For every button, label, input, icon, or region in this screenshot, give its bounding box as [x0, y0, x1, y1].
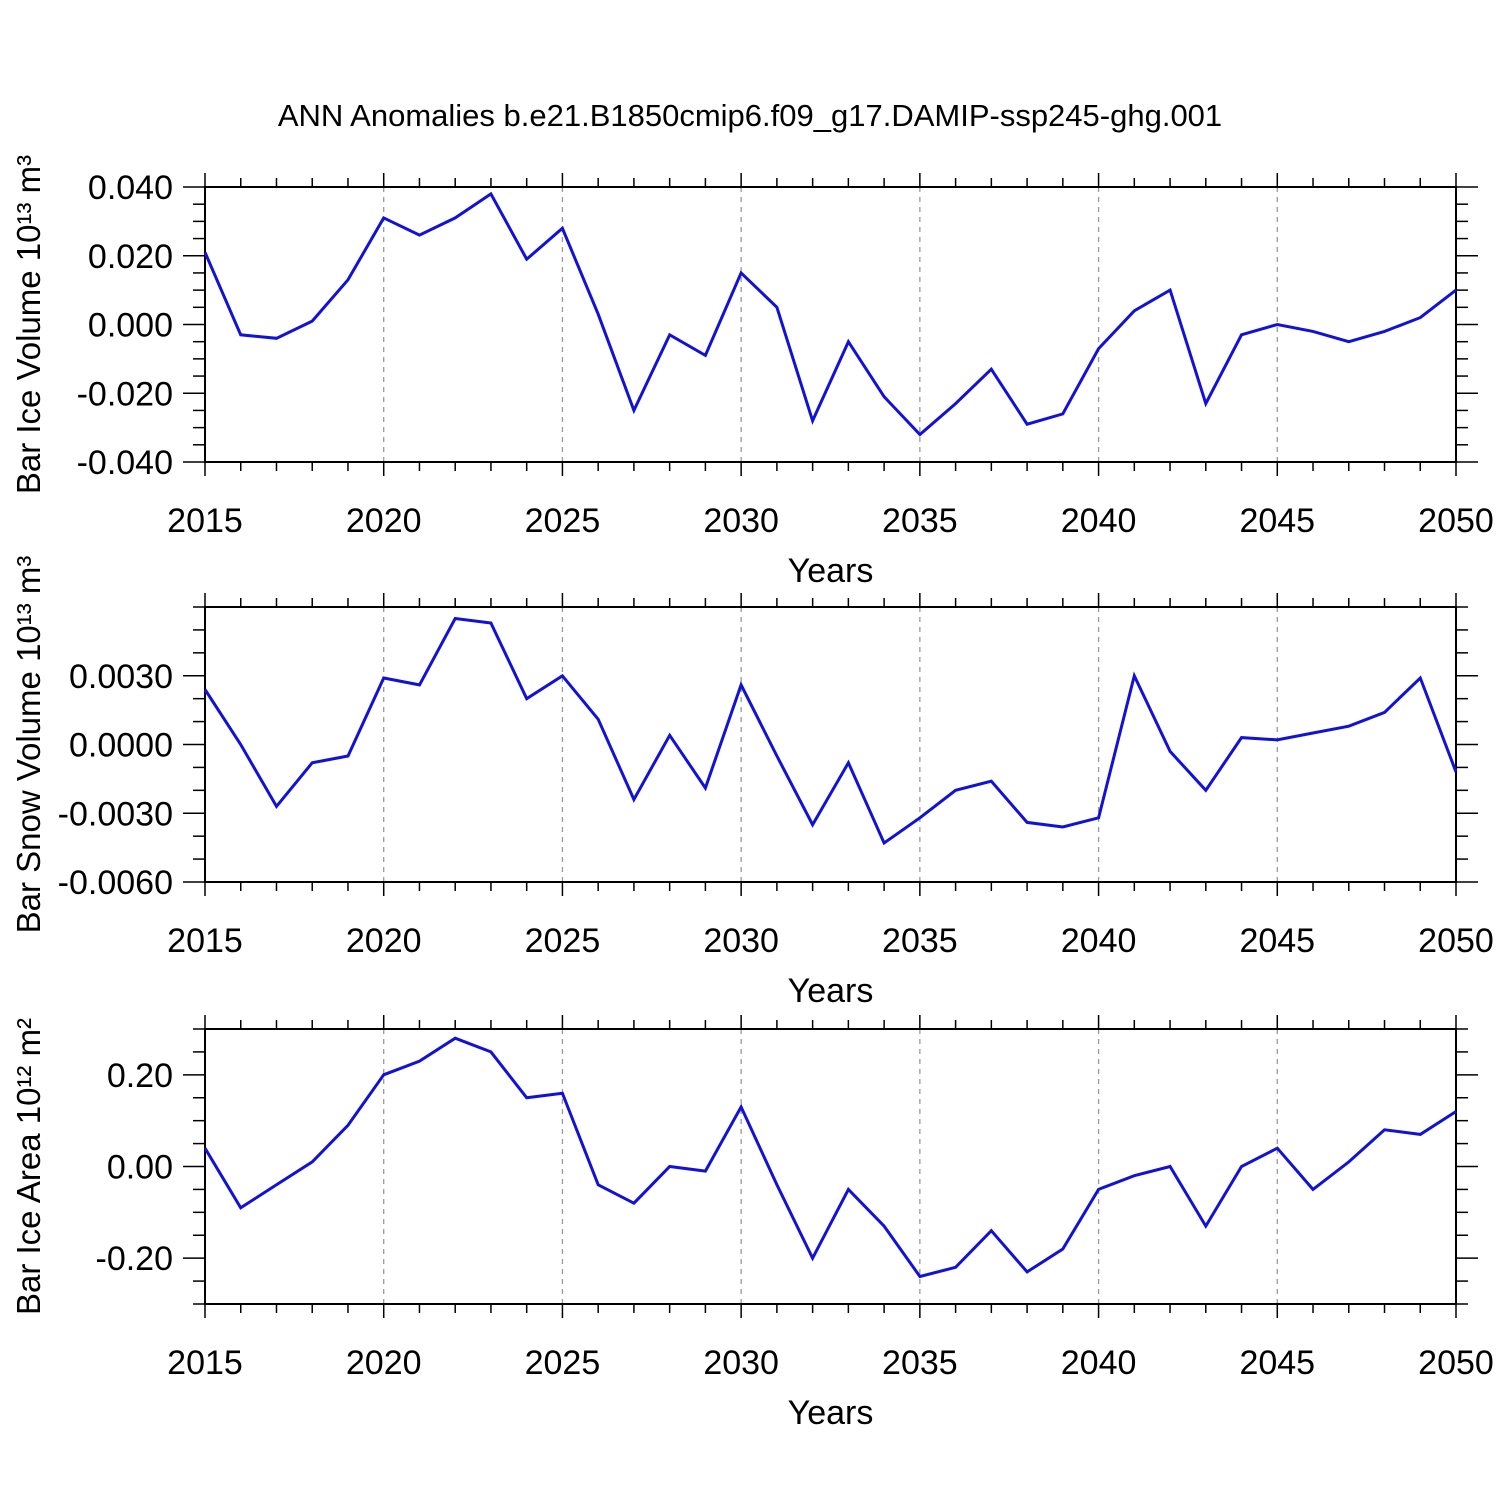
snow-volume-line	[203, 616, 1458, 846]
ice-area-yaxis-title: Bar Ice Area 10¹² m²	[10, 1018, 47, 1315]
ytick-label: 0.040	[88, 169, 173, 207]
ice-volume-gridlines	[383, 187, 1278, 462]
ice-volume-ytick-labels: 0.040 0.020 0.000 -0.020 -0.040	[77, 169, 173, 482]
snow-volume-xtick-labels: 2015 2020 2025 2030 2035 2040 2045 2050	[167, 922, 1494, 960]
ytick-label: 0.000	[88, 307, 173, 345]
ice-area-ticks	[183, 1015, 1478, 1318]
xtick-label: 2050	[1418, 922, 1494, 960]
ice-volume-xaxis-title: Years	[788, 552, 874, 590]
snow-volume-frame	[204, 606, 1457, 883]
plot-ice-area: 0.20 0.00 -0.20 2015 2020 2025 2030 2035 2040 204…	[10, 1015, 1494, 1432]
ice-area-xtick-labels: 2015 2020 2025 2030 2035 2040 2045 2050	[167, 1344, 1494, 1382]
xtick-label: 2025	[525, 502, 601, 540]
ytick-label: 0.20	[107, 1057, 173, 1095]
xtick-label: 2015	[167, 922, 243, 960]
snow-volume-ticks	[183, 593, 1478, 896]
ice-volume-line	[203, 191, 1457, 437]
xtick-label: 2015	[167, 502, 243, 540]
ytick-label: 0.00	[107, 1149, 173, 1187]
xtick-label: 2030	[703, 502, 779, 540]
ice-volume-yaxis-title: Bar Ice Volume 10¹³ m³	[10, 155, 47, 494]
ytick-label: 0.020	[88, 238, 173, 276]
xtick-label: 2025	[525, 1344, 601, 1382]
ytick-label: -0.040	[77, 444, 173, 482]
ytick-label: 0.0000	[69, 727, 173, 765]
xtick-label: 2045	[1239, 502, 1315, 540]
xtick-label: 2035	[882, 1344, 958, 1382]
xtick-label: 2050	[1418, 1344, 1494, 1382]
xtick-label: 2040	[1061, 502, 1137, 540]
ice-volume-ticks	[183, 173, 1478, 476]
ytick-label: -0.020	[77, 375, 173, 413]
xtick-label: 2020	[346, 922, 422, 960]
ice-area-frame	[204, 1028, 1457, 1305]
ice-volume-xtick-labels: 2015 2020 2025 2030 2035 2040 2045 2050	[167, 502, 1494, 540]
xtick-label: 2015	[167, 1344, 243, 1382]
xtick-label: 2045	[1239, 922, 1315, 960]
xtick-label: 2040	[1061, 1344, 1137, 1382]
xtick-label: 2050	[1418, 502, 1494, 540]
snow-volume-xaxis-title: Years	[788, 972, 874, 1010]
ice-area-xaxis-title: Years	[788, 1394, 874, 1432]
figure-title: ANN Anomalies b.e21.B1850cmip6.f09_g17.D…	[277, 98, 1223, 133]
ytick-label: 0.0030	[69, 658, 173, 696]
ytick-label: -0.20	[96, 1240, 174, 1278]
ice-area-line	[203, 1036, 1457, 1279]
xtick-label: 2020	[346, 502, 422, 540]
xtick-label: 2040	[1061, 922, 1137, 960]
xtick-label: 2035	[882, 502, 958, 540]
xtick-label: 2035	[882, 922, 958, 960]
snow-volume-ytick-labels: 0.0030 0.0000 -0.0030 -0.0060	[58, 658, 173, 902]
xtick-label: 2045	[1239, 1344, 1315, 1382]
snow-volume-gridlines	[383, 607, 1278, 882]
ice-area-gridlines	[383, 1029, 1278, 1304]
ice-area-ytick-labels: 0.20 0.00 -0.20	[96, 1057, 174, 1278]
xtick-label: 2030	[703, 1344, 779, 1382]
xtick-label: 2030	[703, 922, 779, 960]
xtick-label: 2020	[346, 1344, 422, 1382]
ytick-label: -0.0030	[58, 795, 173, 833]
ytick-label: -0.0060	[58, 864, 173, 902]
xtick-label: 2025	[525, 922, 601, 960]
ice-volume-frame	[204, 186, 1457, 463]
snow-volume-yaxis-title: Bar Snow Volume 10¹³ m³	[10, 556, 47, 934]
